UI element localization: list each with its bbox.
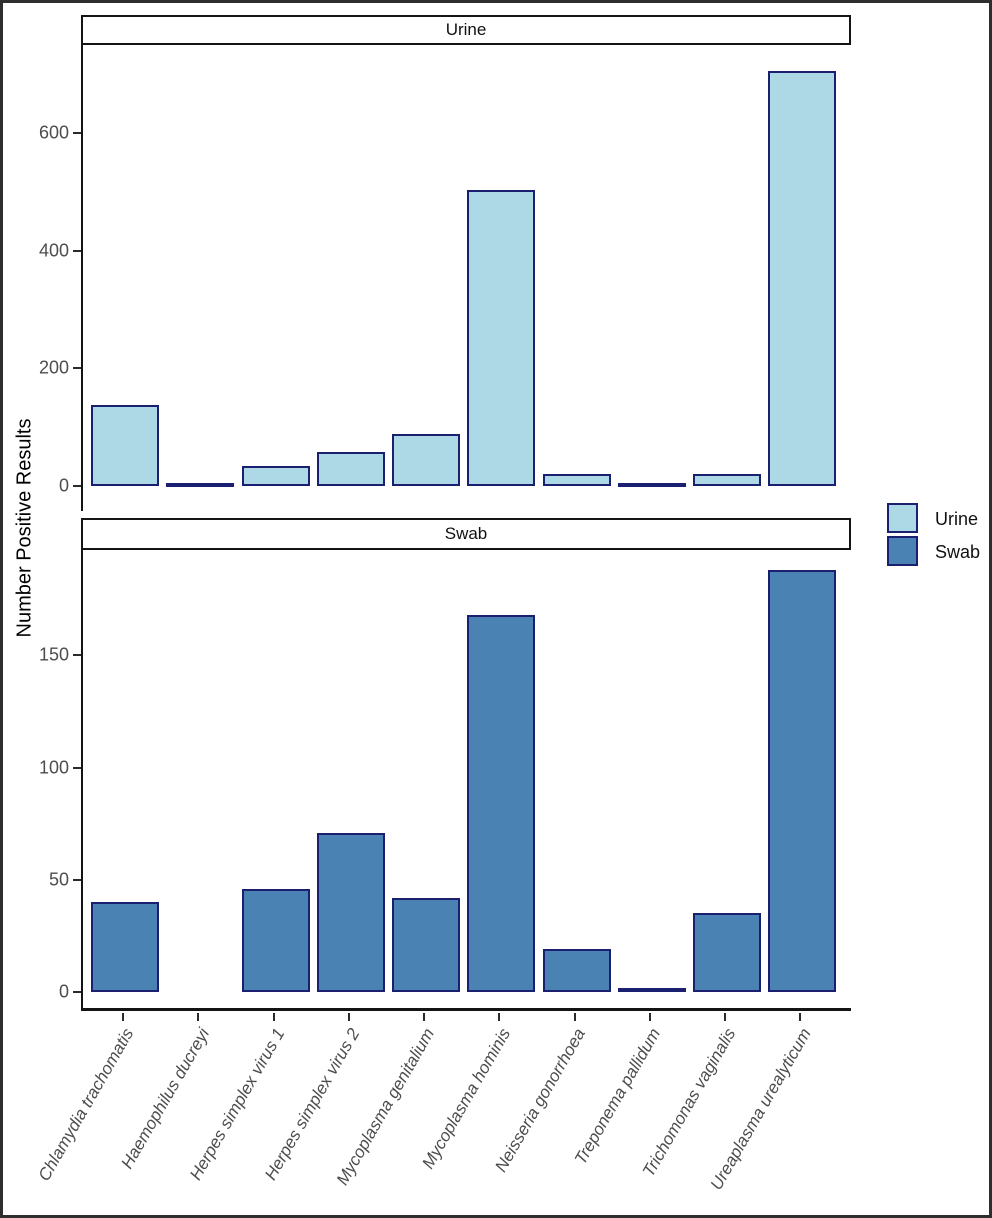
panel-swab	[81, 550, 851, 1011]
legend-label-urine: Urine	[935, 509, 979, 529]
x-axis-tick-mark	[272, 1013, 275, 1021]
y-axis-tick-label: 400	[38, 240, 69, 261]
y-axis-tick-label: 0	[58, 981, 69, 1002]
x-axis-tick-mark	[573, 1013, 576, 1021]
bar-swab-treponema-pallidum	[617, 987, 686, 992]
bar-urine-ureaplasma-urealyticum	[768, 70, 837, 486]
y-axis-tick-label: 150	[38, 644, 69, 665]
x-axis-tick-mark	[347, 1013, 350, 1021]
y-axis-title: Number Positive Results	[13, 418, 36, 638]
bar-urine-trichomonas-vaginalis	[693, 473, 761, 486]
x-axis-tick-mark	[724, 1013, 726, 1021]
y-axis-tick-label: 100	[38, 757, 69, 778]
bar-swab-mycoplasma-hominis	[467, 615, 536, 992]
facet-strip-swab-label: Swab	[444, 524, 488, 543]
y-axis-tick-mark	[73, 878, 81, 881]
bar-urine-chlamydia-trachomatis	[91, 404, 159, 486]
bar-urine-haemophilus-ducreyi	[166, 483, 235, 487]
legend-swatch-urine	[887, 503, 918, 533]
panel-urine	[81, 45, 851, 511]
x-axis-tick-mark	[122, 1013, 124, 1021]
y-axis-tick-mark	[73, 249, 81, 252]
y-axis-tick-label: 50	[48, 869, 69, 890]
bar-urine-neisseria-gonorrhoea	[542, 474, 611, 486]
y-axis-tick-mark	[73, 654, 81, 657]
bar-swab-herpes-simplex-virus-1	[241, 888, 310, 992]
facet-strip-swab: Swab	[81, 518, 851, 550]
bar-swab-chlamydia-trachomatis	[91, 902, 159, 992]
bar-urine-treponema-pallidum	[617, 483, 686, 487]
legend-label-swab: Swab	[935, 542, 981, 562]
bar-urine-herpes-simplex-virus-1	[241, 466, 310, 486]
y-axis-tick-mark	[73, 367, 81, 370]
bar-urine-herpes-simplex-virus-2	[316, 452, 385, 486]
x-axis-tick-mark	[498, 1013, 501, 1021]
bar-swab-mycoplasma-genitalium	[392, 897, 460, 992]
legend-swatch-swab	[887, 536, 918, 566]
x-axis-tick-mark	[197, 1013, 200, 1021]
bar-swab-ureaplasma-urealyticum	[768, 570, 837, 992]
x-axis-tick-mark	[799, 1013, 802, 1021]
y-axis-tick-label: 600	[38, 122, 69, 143]
bar-swab-trichomonas-vaginalis	[693, 913, 761, 992]
bar-swab-neisseria-gonorrhoea	[542, 949, 611, 992]
y-axis-tick-label: 0	[58, 475, 69, 496]
y-axis-tick-mark	[73, 991, 81, 993]
y-axis-tick-label: 200	[38, 357, 69, 378]
x-axis-category-label: Treponema pallidum	[570, 1025, 665, 1168]
facet-strip-urine-label: Urine	[445, 20, 487, 39]
bar-urine-mycoplasma-hominis	[467, 189, 536, 486]
y-axis-tick-mark	[73, 766, 81, 769]
y-axis-tick-mark	[73, 485, 81, 487]
facet-strip-urine: Urine	[81, 15, 851, 45]
bar-swab-herpes-simplex-virus-2	[316, 832, 385, 992]
x-axis-tick-mark	[423, 1013, 425, 1021]
y-axis-tick-mark	[73, 132, 81, 135]
bar-urine-mycoplasma-genitalium	[392, 433, 460, 486]
x-axis-tick-mark	[648, 1013, 651, 1021]
